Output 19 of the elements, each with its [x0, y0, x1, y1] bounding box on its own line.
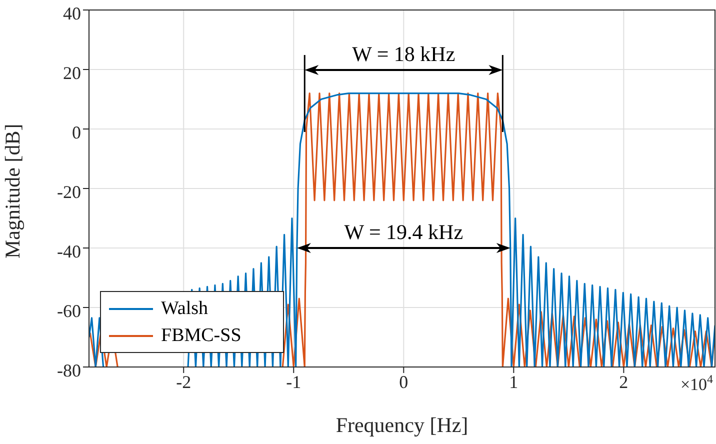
x-tick-label: -1: [286, 372, 302, 392]
y-tick-label: -20: [57, 182, 81, 202]
y-axis-title: Magnitude [dB]: [0, 124, 24, 258]
y-tick-label: -80: [57, 360, 81, 380]
annotation: W = 19.4 kHz: [344, 220, 464, 244]
legend-label: Walsh: [161, 297, 208, 321]
x-tick-label: -2: [176, 372, 192, 392]
y-tick-label: 0: [72, 122, 81, 142]
x-tick-label: 2: [619, 372, 628, 392]
legend-label: FBMC-SS: [161, 324, 242, 348]
y-tick-label: -40: [57, 241, 81, 262]
y-tick-label: 20: [63, 62, 81, 83]
y-tick-label: -60: [57, 300, 81, 321]
y-tick-label: 40: [63, 3, 81, 24]
x-axis-title: Frequency [Hz]: [336, 413, 468, 437]
x-tick-label: 0: [399, 372, 408, 392]
annotation: W = 18 kHz: [352, 42, 456, 66]
x-tick-label: 1: [509, 372, 518, 392]
text: ×10$^{4}$: [680, 372, 714, 394]
